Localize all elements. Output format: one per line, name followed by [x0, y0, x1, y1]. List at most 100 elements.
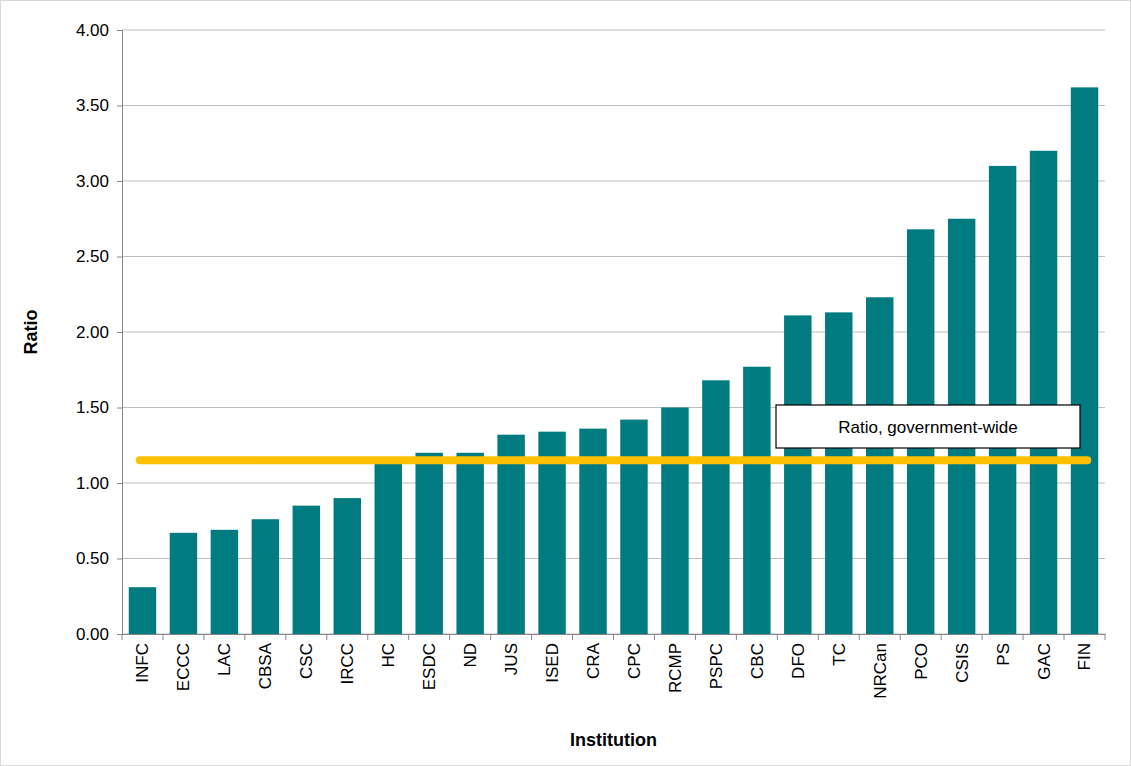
x-separator — [736, 634, 737, 640]
x-tick-label: CPC — [625, 643, 644, 679]
x-tick: PS — [994, 634, 1013, 666]
plot-area — [129, 87, 1098, 634]
x-tick-label: JUS — [502, 643, 521, 675]
y-tick: 3.50 — [76, 96, 122, 115]
x-axis: INFC ECCC LAC CBSA CSC IRCC HC ESDC ND JUS ISED CRA… — [123, 634, 1106, 699]
bar — [129, 587, 156, 634]
x-tick-label: CRA — [584, 642, 603, 679]
chart: 0.000.501.001.502.002.503.003.504.00INFC… — [0, 0, 1131, 766]
x-separator — [654, 634, 655, 640]
x-tick: CSIS — [953, 634, 972, 683]
y-tick-label: 1.00 — [76, 474, 109, 493]
x-tick: ND — [461, 634, 480, 668]
x-separator — [900, 634, 901, 640]
y-tick: 4.00 — [76, 21, 122, 40]
bar — [497, 435, 524, 634]
x-tick: JUS — [502, 634, 521, 675]
x-tick-label: FIN — [1075, 643, 1094, 670]
x-tick: LAC — [215, 634, 234, 676]
x-tick-label: CBC — [748, 643, 767, 679]
bar — [293, 506, 320, 634]
x-separator — [941, 634, 942, 640]
bar — [375, 460, 402, 634]
bar — [989, 166, 1016, 634]
y-tick-mark — [117, 408, 122, 409]
x-tick: ISED — [543, 634, 562, 683]
x-tick: INFC — [133, 634, 152, 683]
bar — [1030, 151, 1057, 634]
x-separator — [613, 634, 614, 640]
y-tick-mark — [117, 332, 122, 333]
y-tick: 2.00 — [76, 323, 122, 342]
x-tick: FIN — [1075, 634, 1094, 670]
y-tick: 1.00 — [76, 474, 122, 493]
x-separators — [122, 634, 1105, 640]
grid-line — [122, 30, 1105, 31]
x-separator — [326, 634, 327, 640]
bar — [334, 498, 361, 634]
x-tick: ESDC — [420, 634, 439, 690]
x-separator — [777, 634, 778, 640]
bar — [743, 367, 770, 634]
y-tick-mark — [117, 257, 122, 258]
x-tick-label: CBSA — [256, 642, 275, 689]
x-separator — [818, 634, 819, 640]
bar — [170, 533, 197, 634]
bar — [252, 519, 279, 634]
x-tick: GAC — [1035, 634, 1054, 680]
y-tick: 0.00 — [76, 625, 122, 644]
bar — [620, 420, 647, 634]
y-axis-title: Ratio — [21, 309, 41, 354]
bar — [1071, 87, 1098, 634]
x-tick: CSC — [297, 634, 316, 679]
annotation-text: Ratio, government-wide — [838, 418, 1018, 437]
y-tick: 0.50 — [76, 549, 122, 568]
x-separator — [859, 634, 860, 640]
x-tick-label: INFC — [133, 643, 152, 683]
y-tick-label: 3.50 — [76, 96, 109, 115]
x-tick: RCMP — [666, 634, 685, 693]
x-separator — [367, 634, 368, 640]
bar — [211, 530, 238, 634]
y-tick: 1.50 — [76, 398, 122, 417]
x-separator — [1023, 634, 1024, 640]
y-tick-mark — [117, 559, 122, 560]
y-tick-label: 0.50 — [76, 549, 109, 568]
x-tick: CBSA — [256, 634, 275, 689]
x-tick-label: PS — [994, 643, 1013, 666]
x-tick-label: ISED — [543, 643, 562, 683]
x-separator — [695, 634, 696, 640]
x-separator — [1105, 634, 1106, 640]
x-tick: HC — [379, 634, 398, 668]
x-tick: CRA — [584, 634, 603, 679]
y-tick: 3.00 — [76, 172, 122, 191]
x-tick-label: CSIS — [953, 643, 972, 683]
x-separator — [408, 634, 409, 640]
bar — [825, 312, 852, 634]
bar — [456, 453, 483, 634]
x-tick-label: NRCan — [871, 643, 890, 699]
grid-line — [122, 181, 1105, 182]
x-tick: TC — [830, 634, 849, 666]
y-tick-mark — [117, 30, 122, 31]
x-separator — [449, 634, 450, 640]
x-tick: IRCC — [338, 634, 357, 685]
x-tick: PCO — [912, 634, 931, 680]
y-tick-label: 3.00 — [76, 172, 109, 191]
x-tick: DFO — [789, 634, 808, 679]
x-separator — [982, 634, 983, 640]
annotation-box — [776, 405, 1080, 448]
x-tick-label: PCO — [912, 643, 931, 680]
y-tick-mark — [117, 634, 122, 635]
x-tick: CBC — [748, 634, 767, 679]
x-tick: ECCC — [174, 634, 193, 691]
bar — [866, 297, 893, 634]
x-tick-label: ECCC — [174, 643, 193, 691]
y-tick-label: 1.50 — [76, 398, 109, 417]
x-separator — [531, 634, 532, 640]
y-tick-label: 0.00 — [76, 625, 109, 644]
x-tick-label: LAC — [215, 643, 234, 676]
x-separator — [122, 634, 123, 640]
x-axis-title: Institution — [570, 730, 657, 750]
x-tick: CPC — [625, 634, 644, 679]
